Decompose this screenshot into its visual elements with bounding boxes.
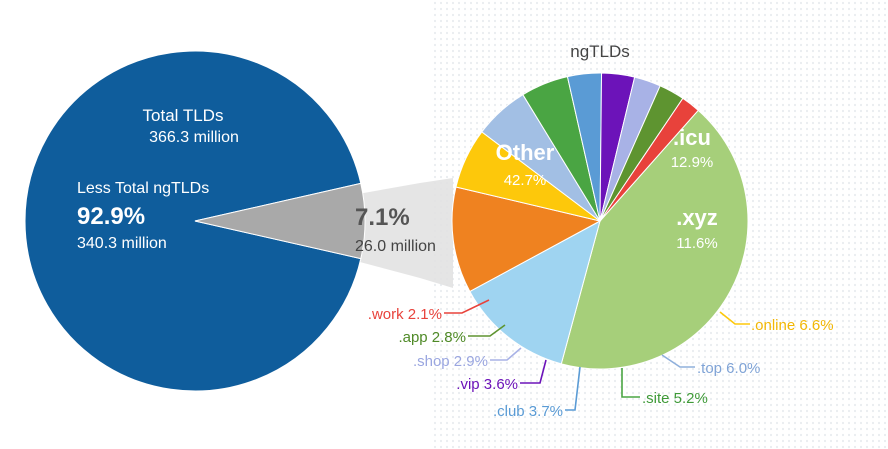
less-ngtlds-percent: 92.9% [77,203,145,230]
leader-shop [490,347,522,361]
ngtld-slice-xyz [451,186,602,293]
leader-top [661,354,695,368]
ngtld-slice-work [599,97,699,222]
other-label: Other [496,140,555,165]
leader-site [621,368,640,398]
icu-percent: 12.9% [671,154,714,171]
work-label: .work 2.1% [368,306,442,323]
icu-label: .icu [673,125,711,150]
ngtld-share-percent: 7.1% [355,204,410,231]
total-slice-ngtlds [194,182,366,260]
leader-work [444,299,490,314]
ngtld-slice-icu [469,220,601,365]
club-label: .club 3.7% [493,403,563,420]
leader-lines [444,299,750,411]
other-percent: 42.7% [504,172,547,189]
leader-vip [520,359,547,384]
xyz-percent: 11.6% [676,235,717,252]
less-ngtlds-value: 340.3 million [77,235,167,252]
app-label: .app 2.8% [398,329,466,346]
leader-online [719,311,750,325]
ngtld-pie [451,72,749,370]
site-label: .site 5.2% [642,390,708,407]
ngtld-share-value: 26.0 million [355,238,436,255]
total-tlds-value: 366.3 million [149,129,239,146]
total-tlds-title: Total TLDs [143,106,224,125]
ngtlds-title: ngTLDs [570,42,630,61]
top-label: .top 6.0% [697,360,760,377]
ngtld-slice-other [560,109,749,370]
online-label: .online 6.6% [751,317,834,334]
total-tld-pie [24,50,366,392]
vip-label: .vip 3.6% [456,376,518,393]
leader-club [565,366,581,411]
leader-app [468,324,506,337]
total-slice-less-total-ngtlds [24,50,362,392]
less-ngtlds-label: Less Total ngTLDs [77,180,209,197]
shop-label: .shop 2.9% [413,353,488,370]
xyz-label: .xyz [676,205,718,230]
